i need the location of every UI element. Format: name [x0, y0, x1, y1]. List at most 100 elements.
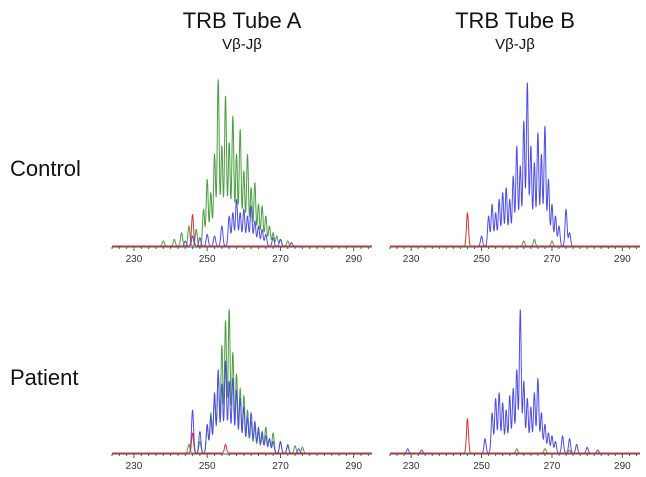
- peak-point-green: [199, 441, 200, 442]
- peak-point-red: [467, 418, 468, 419]
- peak-point-green: [232, 116, 233, 117]
- peak-point-green: [174, 239, 175, 240]
- series-red-trace: [389, 212, 641, 247]
- peak-point-blue: [569, 438, 570, 439]
- row-label-control: Control: [10, 156, 81, 181]
- peak-point-blue: [232, 212, 233, 213]
- peak-point-blue: [506, 187, 507, 188]
- peak-point-blue: [569, 232, 570, 233]
- electropherogram-tube-a-control: 230 250 270 290: [111, 79, 373, 265]
- x-tick-label: 270: [272, 461, 289, 472]
- peak-point-blue: [236, 199, 237, 200]
- peak-point-blue: [597, 450, 598, 451]
- peak-point-blue: [548, 179, 549, 180]
- peak-point-green: [240, 388, 241, 389]
- peak-point-blue: [492, 204, 493, 205]
- peak-point-green: [302, 447, 303, 448]
- electropherogram-tube-a-patient: 230 250 270 290: [111, 309, 373, 472]
- column-subtitle: Vβ-Jβ: [222, 36, 262, 53]
- series-red-trace: [111, 432, 373, 454]
- peak-point-blue: [232, 378, 233, 379]
- peak-point-blue: [280, 239, 281, 240]
- peak-point-green: [265, 216, 266, 217]
- peak-point-blue: [541, 154, 542, 155]
- peak-point-blue: [509, 199, 510, 200]
- peak-point-green: [262, 206, 263, 207]
- peak-point-blue: [527, 398, 528, 399]
- column-title-tube-b: TRB Tube B Vβ-Jβ: [385, 8, 645, 54]
- peak-point-green: [218, 79, 219, 80]
- peak-point-blue: [484, 438, 485, 439]
- peak-point-blue: [192, 235, 193, 236]
- peak-point-green: [163, 240, 164, 241]
- peak-point-blue: [513, 176, 514, 177]
- peak-point-green: [188, 444, 189, 445]
- peak-point-green: [229, 309, 230, 310]
- x-tick-label: 270: [272, 254, 289, 265]
- peak-point-green: [229, 142, 230, 143]
- column-title: TRB Tube A: [182, 8, 302, 33]
- peak-point-blue: [537, 133, 538, 134]
- peak-point-red: [192, 214, 193, 215]
- peak-point-blue: [251, 206, 252, 207]
- x-tick-label: 270: [544, 461, 561, 472]
- peak-point-blue: [576, 444, 577, 445]
- peak-point-green: [276, 235, 277, 236]
- peak-point-blue: [214, 392, 215, 393]
- peak-point-blue: [269, 438, 270, 439]
- peak-point-blue: [185, 240, 186, 241]
- peak-point-red: [225, 444, 226, 445]
- peak-point-green: [287, 444, 288, 445]
- peak-point-blue: [495, 398, 496, 399]
- peak-point-blue: [534, 162, 535, 163]
- peak-point-blue: [530, 146, 531, 147]
- peak-point-blue: [516, 369, 517, 370]
- peak-point-blue: [555, 216, 556, 217]
- peak-point-blue: [199, 237, 200, 238]
- peak-point-blue: [523, 381, 524, 382]
- peak-point-green: [196, 229, 197, 230]
- x-tick-label: 250: [199, 254, 216, 265]
- peak-point-blue: [258, 225, 259, 226]
- peak-point-blue: [221, 225, 222, 226]
- peak-point-blue: [265, 234, 266, 235]
- peak-point-green: [534, 239, 535, 240]
- peak-point-blue: [254, 421, 255, 422]
- peak-point-green: [243, 171, 244, 172]
- peak-point-blue: [199, 431, 200, 432]
- peak-point-blue: [509, 395, 510, 396]
- peak-point-green: [551, 240, 552, 241]
- peak-point-green: [225, 321, 226, 322]
- peak-point-green: [221, 146, 222, 147]
- peak-point-blue: [534, 392, 535, 393]
- x-tick-label: 230: [403, 461, 420, 472]
- series-red-trace: [111, 213, 373, 247]
- peak-point-blue: [523, 121, 524, 122]
- peak-point-blue: [502, 402, 503, 403]
- peak-point-green: [221, 345, 222, 346]
- peak-point-green: [294, 445, 295, 446]
- x-tick-label: 230: [403, 254, 420, 265]
- peak-point-green: [210, 192, 211, 193]
- x-tick-label: 290: [614, 461, 631, 472]
- series-blue-trace: [111, 360, 373, 454]
- peak-point-green: [210, 412, 211, 413]
- peak-point-blue: [192, 410, 193, 411]
- peak-point-green: [258, 204, 259, 205]
- peak-point-green: [188, 225, 189, 226]
- peak-point-blue: [247, 216, 248, 217]
- peak-point-blue: [251, 412, 252, 413]
- peak-point-green: [265, 427, 266, 428]
- peak-point-blue: [265, 435, 266, 436]
- peak-point-blue: [240, 398, 241, 399]
- peak-point-blue: [207, 424, 208, 425]
- peak-point-green: [254, 182, 255, 183]
- peak-point-red: [192, 432, 193, 433]
- peak-point-blue: [207, 234, 208, 235]
- peak-point-blue: [555, 441, 556, 442]
- peak-point-blue: [221, 384, 222, 385]
- peak-point-green: [236, 374, 237, 375]
- series-green-trace: [389, 238, 641, 247]
- peak-point-blue: [499, 199, 500, 200]
- column-subtitle: Vβ-Jβ: [495, 36, 535, 53]
